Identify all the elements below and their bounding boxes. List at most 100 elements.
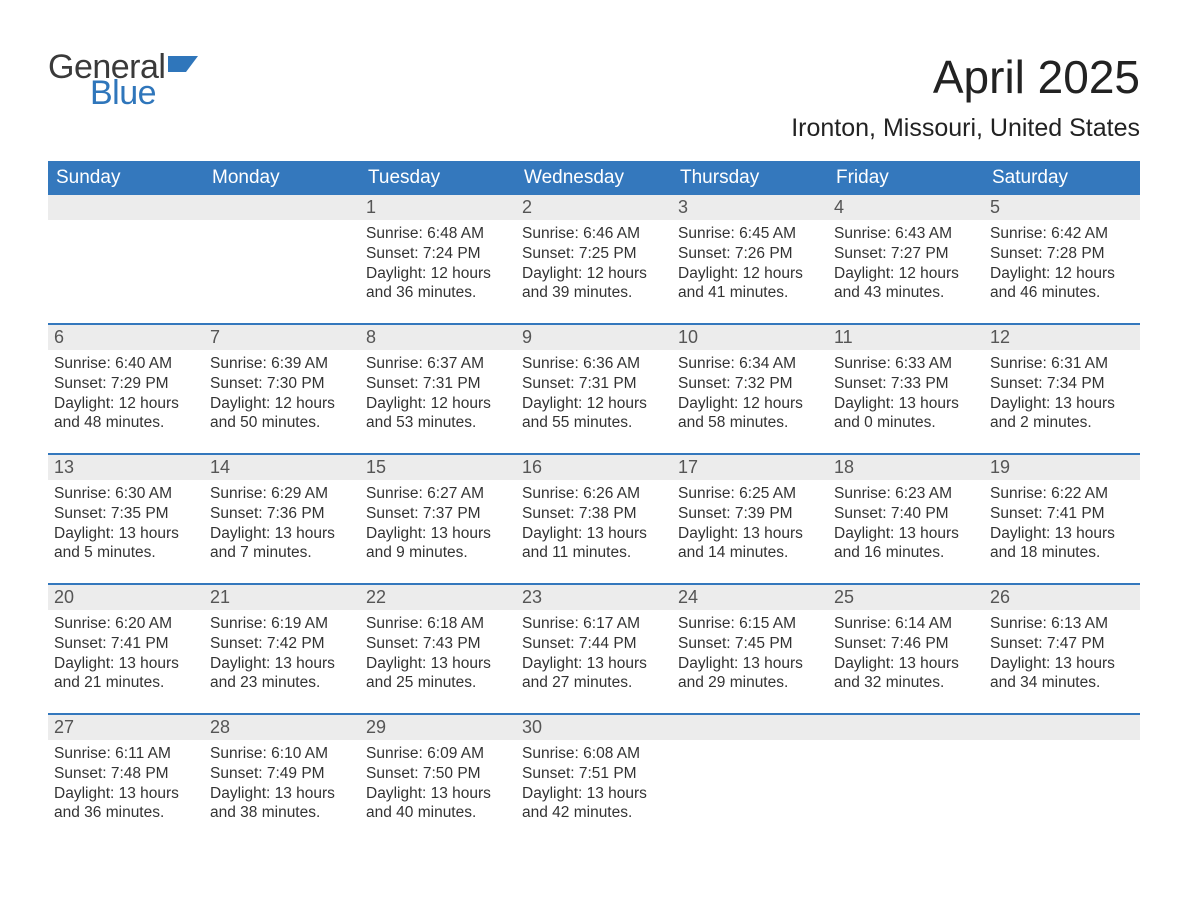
sunset-text: Sunset: 7:36 PM [210, 504, 354, 524]
date-number: 8 [360, 325, 516, 350]
daylight-text: Daylight: 13 hours and 34 minutes. [990, 654, 1134, 694]
day-body: Sunrise: 6:18 AMSunset: 7:43 PMDaylight:… [360, 610, 516, 701]
day-cell [984, 715, 1140, 843]
sunset-text: Sunset: 7:27 PM [834, 244, 978, 264]
date-number: 22 [360, 585, 516, 610]
daylight-text: Daylight: 12 hours and 53 minutes. [366, 394, 510, 434]
weekday-header: Saturday [984, 161, 1140, 195]
sunrise-text: Sunrise: 6:45 AM [678, 224, 822, 244]
date-number: 30 [516, 715, 672, 740]
sunset-text: Sunset: 7:42 PM [210, 634, 354, 654]
logo: General Blue [48, 50, 202, 110]
day-cell: 11Sunrise: 6:33 AMSunset: 7:33 PMDayligh… [828, 325, 984, 453]
day-cell: 1Sunrise: 6:48 AMSunset: 7:24 PMDaylight… [360, 195, 516, 323]
date-number [828, 715, 984, 740]
sunrise-text: Sunrise: 6:20 AM [54, 614, 198, 634]
day-body: Sunrise: 6:25 AMSunset: 7:39 PMDaylight:… [672, 480, 828, 571]
day-body: Sunrise: 6:34 AMSunset: 7:32 PMDaylight:… [672, 350, 828, 441]
sunrise-text: Sunrise: 6:13 AM [990, 614, 1134, 634]
day-body: Sunrise: 6:36 AMSunset: 7:31 PMDaylight:… [516, 350, 672, 441]
daylight-text: Daylight: 13 hours and 25 minutes. [366, 654, 510, 694]
day-body: Sunrise: 6:20 AMSunset: 7:41 PMDaylight:… [48, 610, 204, 701]
sunset-text: Sunset: 7:31 PM [366, 374, 510, 394]
day-cell: 15Sunrise: 6:27 AMSunset: 7:37 PMDayligh… [360, 455, 516, 583]
sunset-text: Sunset: 7:37 PM [366, 504, 510, 524]
date-number: 10 [672, 325, 828, 350]
day-cell: 6Sunrise: 6:40 AMSunset: 7:29 PMDaylight… [48, 325, 204, 453]
location-subtitle: Ironton, Missouri, United States [791, 114, 1140, 143]
day-cell: 27Sunrise: 6:11 AMSunset: 7:48 PMDayligh… [48, 715, 204, 843]
daylight-text: Daylight: 13 hours and 5 minutes. [54, 524, 198, 564]
day-cell: 20Sunrise: 6:20 AMSunset: 7:41 PMDayligh… [48, 585, 204, 713]
daylight-text: Daylight: 12 hours and 43 minutes. [834, 264, 978, 304]
daylight-text: Daylight: 13 hours and 29 minutes. [678, 654, 822, 694]
sunset-text: Sunset: 7:51 PM [522, 764, 666, 784]
sunrise-text: Sunrise: 6:48 AM [366, 224, 510, 244]
sunrise-text: Sunrise: 6:23 AM [834, 484, 978, 504]
sunset-text: Sunset: 7:25 PM [522, 244, 666, 264]
day-body: Sunrise: 6:33 AMSunset: 7:33 PMDaylight:… [828, 350, 984, 441]
sunrise-text: Sunrise: 6:36 AM [522, 354, 666, 374]
date-number [48, 195, 204, 220]
sunrise-text: Sunrise: 6:19 AM [210, 614, 354, 634]
date-number: 1 [360, 195, 516, 220]
date-number: 26 [984, 585, 1140, 610]
daylight-text: Daylight: 13 hours and 21 minutes. [54, 654, 198, 694]
daylight-text: Daylight: 13 hours and 2 minutes. [990, 394, 1134, 434]
calendar: Sunday Monday Tuesday Wednesday Thursday… [48, 161, 1140, 843]
day-cell [204, 195, 360, 323]
daylight-text: Daylight: 12 hours and 36 minutes. [366, 264, 510, 304]
daylight-text: Daylight: 13 hours and 36 minutes. [54, 784, 198, 824]
sunrise-text: Sunrise: 6:37 AM [366, 354, 510, 374]
sunset-text: Sunset: 7:28 PM [990, 244, 1134, 264]
week-row: 20Sunrise: 6:20 AMSunset: 7:41 PMDayligh… [48, 583, 1140, 713]
date-number [984, 715, 1140, 740]
logo-text-blue: Blue [90, 76, 202, 110]
day-cell [828, 715, 984, 843]
day-body: Sunrise: 6:30 AMSunset: 7:35 PMDaylight:… [48, 480, 204, 571]
sunset-text: Sunset: 7:34 PM [990, 374, 1134, 394]
sunset-text: Sunset: 7:45 PM [678, 634, 822, 654]
sunrise-text: Sunrise: 6:33 AM [834, 354, 978, 374]
date-number: 3 [672, 195, 828, 220]
sunset-text: Sunset: 7:46 PM [834, 634, 978, 654]
date-number: 2 [516, 195, 672, 220]
day-body: Sunrise: 6:37 AMSunset: 7:31 PMDaylight:… [360, 350, 516, 441]
sunrise-text: Sunrise: 6:14 AM [834, 614, 978, 634]
daylight-text: Daylight: 13 hours and 23 minutes. [210, 654, 354, 694]
date-number: 16 [516, 455, 672, 480]
day-cell: 30Sunrise: 6:08 AMSunset: 7:51 PMDayligh… [516, 715, 672, 843]
sunrise-text: Sunrise: 6:26 AM [522, 484, 666, 504]
date-number: 21 [204, 585, 360, 610]
day-body: Sunrise: 6:31 AMSunset: 7:34 PMDaylight:… [984, 350, 1140, 441]
day-cell: 18Sunrise: 6:23 AMSunset: 7:40 PMDayligh… [828, 455, 984, 583]
daylight-text: Daylight: 12 hours and 55 minutes. [522, 394, 666, 434]
day-cell: 23Sunrise: 6:17 AMSunset: 7:44 PMDayligh… [516, 585, 672, 713]
day-body: Sunrise: 6:26 AMSunset: 7:38 PMDaylight:… [516, 480, 672, 571]
daylight-text: Daylight: 13 hours and 27 minutes. [522, 654, 666, 694]
day-cell: 21 Sunrise: 6:19 AMSunset: 7:42 PMDayligh… [204, 585, 360, 713]
day-cell: 29Sunrise: 6:09 AMSunset: 7:50 PMDayligh… [360, 715, 516, 843]
daylight-text: Daylight: 13 hours and 0 minutes. [834, 394, 978, 434]
day-cell [672, 715, 828, 843]
sunrise-text: Sunrise: 6:15 AM [678, 614, 822, 634]
sunrise-text: Sunrise: 6:31 AM [990, 354, 1134, 374]
daylight-text: Daylight: 13 hours and 16 minutes. [834, 524, 978, 564]
date-number: 29 [360, 715, 516, 740]
daylight-text: Daylight: 12 hours and 39 minutes. [522, 264, 666, 304]
daylight-text: Daylight: 13 hours and 14 minutes. [678, 524, 822, 564]
title-block: April 2025 Ironton, Missouri, United Sta… [791, 50, 1140, 143]
sunset-text: Sunset: 7:38 PM [522, 504, 666, 524]
day-body: Sunrise: 6:14 AMSunset: 7:46 PMDaylight:… [828, 610, 984, 701]
sunset-text: Sunset: 7:49 PM [210, 764, 354, 784]
day-body: Sunrise: 6:23 AMSunset: 7:40 PMDaylight:… [828, 480, 984, 571]
date-number [204, 195, 360, 220]
sunrise-text: Sunrise: 6:18 AM [366, 614, 510, 634]
day-body: Sunrise: 6:08 AMSunset: 7:51 PMDaylight:… [516, 740, 672, 831]
day-cell: 19Sunrise: 6:22 AMSunset: 7:41 PMDayligh… [984, 455, 1140, 583]
day-body: Sunrise: 6:13 AMSunset: 7:47 PMDaylight:… [984, 610, 1140, 701]
weekday-header: Monday [204, 161, 360, 195]
sunrise-text: Sunrise: 6:17 AM [522, 614, 666, 634]
date-number: 11 [828, 325, 984, 350]
day-body: Sunrise: 6:09 AMSunset: 7:50 PMDaylight:… [360, 740, 516, 831]
